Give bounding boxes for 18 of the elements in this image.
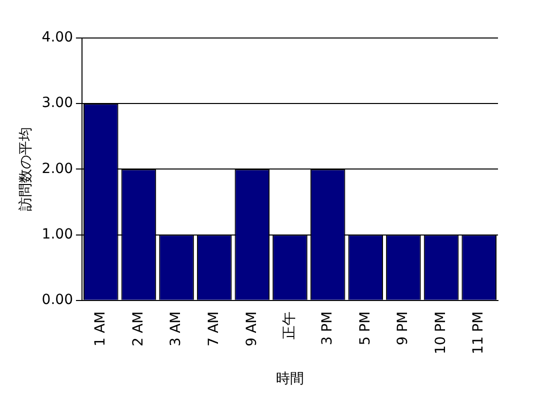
- y-tick-label: 2.00: [42, 160, 73, 177]
- y-tick-label: 0.00: [42, 292, 73, 308]
- y-tick-label: 1.00: [42, 226, 73, 242]
- x-tick-label: 9 PM: [395, 311, 412, 346]
- x-tick-label: 1 AM: [92, 311, 109, 346]
- x-tick-label: 9 AM: [244, 311, 260, 346]
- x-tick-label: 2 AM: [130, 311, 146, 346]
- y-tick-label: 3.00: [42, 95, 73, 112]
- x-tick-label: 10 PM: [432, 311, 449, 354]
- x-tick-label: 5 PM: [357, 311, 374, 346]
- x-tick-label: 11 PM: [470, 311, 487, 354]
- y-tick-label: 4.00: [42, 30, 73, 46]
- x-tick-label: 正午: [282, 311, 298, 340]
- x-tick-label: 7 AM: [206, 311, 222, 346]
- x-tick-label: 3 PM: [319, 311, 336, 346]
- y-axis-title: 訪問数の平均: [18, 127, 34, 212]
- x-tick-label: 3 AM: [168, 311, 184, 346]
- x-axis-title: 時間: [276, 371, 304, 388]
